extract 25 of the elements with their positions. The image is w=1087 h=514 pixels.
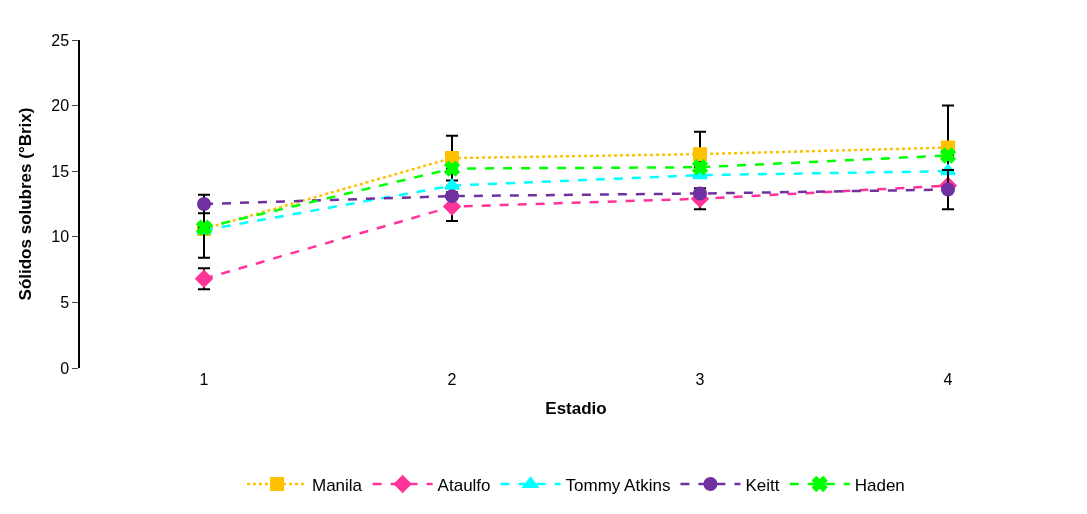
- point: [445, 189, 459, 204]
- x-tick-label: 4: [943, 371, 953, 388]
- y-tick-label: 25: [51, 31, 70, 49]
- point: [444, 178, 460, 190]
- point: [940, 147, 956, 164]
- y-tick-label: 0: [60, 359, 70, 377]
- x-tick-label: 1: [199, 371, 209, 388]
- x-tick-label: 3: [695, 371, 705, 388]
- legend-label: Haden: [854, 475, 905, 495]
- x-tick-label: 2: [447, 371, 457, 388]
- y-tick-label: 5: [60, 294, 70, 311]
- point: [693, 186, 707, 201]
- x-axis-title: Estadio: [545, 399, 607, 419]
- point: [941, 182, 955, 197]
- legend-label: Tommy Atkins: [565, 475, 671, 495]
- y-tick-label: 10: [51, 228, 70, 246]
- point: [693, 147, 707, 162]
- legend-label: Keitt: [745, 475, 780, 495]
- point: [444, 160, 460, 177]
- point: [692, 159, 708, 176]
- legend-label: Manila: [312, 475, 363, 495]
- y-axis-title: Sólidos solubres (°Brix): [16, 107, 36, 301]
- legend-label: Ataulfo: [437, 475, 491, 495]
- y-tick-label: 15: [51, 162, 70, 180]
- y-tick-label: 20: [51, 97, 70, 115]
